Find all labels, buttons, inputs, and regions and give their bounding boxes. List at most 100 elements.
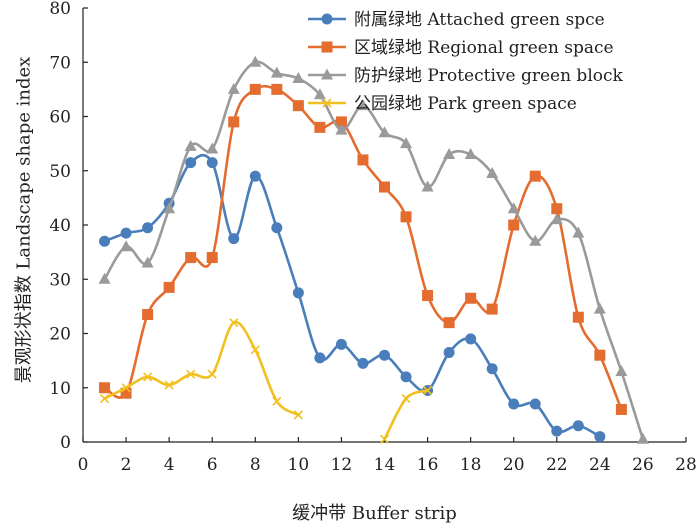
legend-item: 防护绿地 Protective green block — [308, 66, 624, 86]
legend-marker — [321, 13, 333, 25]
data-point — [99, 394, 110, 404]
y-tick-label: 50 — [49, 162, 71, 182]
legend-marker — [321, 41, 333, 53]
legend-label: 公园绿地 Park green space — [354, 94, 577, 114]
data-point — [335, 123, 348, 135]
series-park-green-space — [99, 318, 433, 444]
legend-item: 区域绿地 Regional green space — [308, 38, 614, 58]
series-protective-green-block — [98, 55, 649, 444]
data-point — [143, 372, 153, 382]
legend-marker — [321, 68, 333, 80]
y-tick-label: 40 — [49, 216, 71, 236]
x-tick-label: 14 — [374, 455, 396, 475]
cross-stroke — [207, 369, 217, 379]
data-point — [98, 272, 111, 284]
data-point — [379, 349, 390, 361]
y-tick-label: 30 — [49, 270, 71, 290]
cross-stroke — [379, 434, 390, 444]
data-point — [249, 170, 261, 182]
x-tick-label: 24 — [589, 455, 611, 475]
data-point — [142, 222, 154, 234]
data-point — [99, 235, 111, 247]
data-point — [229, 318, 239, 328]
data-point — [508, 219, 520, 231]
data-point — [314, 352, 326, 364]
data-point — [206, 252, 218, 264]
data-point — [486, 363, 498, 375]
data-point — [249, 55, 262, 67]
data-point — [357, 154, 369, 166]
x-tick-label: 16 — [417, 455, 439, 475]
legend-marker — [322, 98, 332, 108]
x-tick-label: 8 — [250, 455, 261, 475]
data-point — [99, 382, 111, 394]
data-point — [313, 88, 326, 100]
cross-stroke — [293, 410, 303, 420]
data-point — [593, 302, 606, 314]
x-tick-label: 22 — [546, 455, 568, 475]
data-point — [551, 203, 563, 215]
data-point — [271, 222, 283, 234]
data-point — [508, 398, 520, 410]
x-tick-label: 18 — [460, 455, 482, 475]
data-point — [250, 345, 260, 355]
data-point — [314, 121, 326, 133]
data-point — [401, 394, 411, 404]
data-point — [636, 432, 649, 444]
cross-stroke — [143, 372, 153, 382]
y-tick-label: 70 — [49, 53, 71, 73]
series-line — [103, 153, 602, 438]
y-axis-title: 景观形状指数 Landscape shape index — [14, 57, 35, 384]
data-point — [249, 83, 261, 95]
cross-stroke — [99, 394, 110, 404]
data-point — [529, 234, 542, 246]
data-point — [228, 233, 240, 245]
data-point — [572, 420, 584, 432]
data-point — [465, 292, 477, 304]
data-point — [206, 142, 219, 154]
data-point — [186, 369, 196, 379]
data-point — [529, 170, 541, 182]
legend-item: 公园绿地 Park green space — [308, 94, 577, 114]
data-point — [185, 157, 197, 169]
data-point — [464, 147, 477, 159]
legend-item: 附属绿地 Attached green spce — [308, 10, 605, 30]
x-tick-label: 0 — [78, 455, 89, 475]
data-point — [184, 139, 197, 151]
data-point — [615, 364, 628, 376]
data-point — [443, 346, 455, 358]
legend: 附属绿地 Attached green spce 区域绿地 Regional gr… — [308, 10, 624, 114]
data-point — [486, 303, 498, 315]
cross-stroke — [322, 98, 332, 108]
data-point — [378, 126, 391, 138]
legend-label: 防护绿地 Protective green block — [354, 66, 624, 86]
cross-stroke — [423, 385, 433, 396]
data-point — [400, 371, 412, 383]
x-axis-title: 缓冲带 Buffer strip — [292, 503, 457, 524]
data-point — [465, 333, 477, 345]
legend-label: 区域绿地 Regional green space — [354, 38, 614, 58]
data-point — [293, 410, 303, 420]
data-point — [421, 180, 434, 192]
data-point — [486, 166, 499, 178]
series-layer — [98, 55, 649, 444]
data-point — [379, 181, 390, 193]
cross-stroke — [401, 394, 411, 404]
data-point — [292, 100, 304, 112]
data-point — [443, 317, 455, 329]
y-tick-label: 10 — [49, 379, 71, 399]
data-point — [400, 137, 413, 149]
data-point — [551, 425, 563, 437]
data-point — [507, 202, 520, 214]
data-point — [272, 396, 282, 406]
data-point — [292, 287, 304, 299]
cross-stroke — [272, 396, 282, 406]
data-point — [270, 66, 283, 78]
data-point — [120, 387, 132, 399]
data-point — [423, 385, 433, 396]
data-point — [594, 349, 606, 361]
x-tick-label: 4 — [164, 455, 175, 475]
data-point — [529, 398, 541, 410]
